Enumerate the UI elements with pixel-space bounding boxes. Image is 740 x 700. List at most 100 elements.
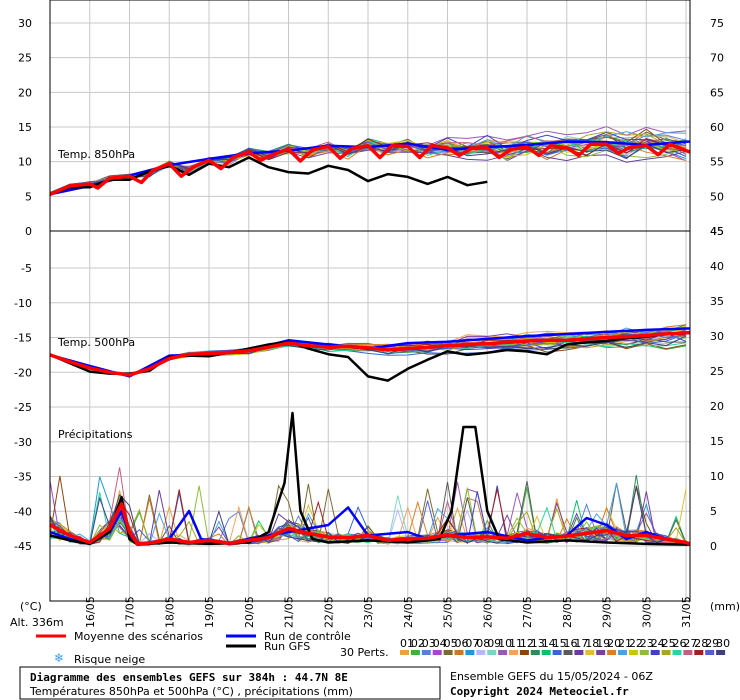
x-tick-label: 25/05	[442, 596, 455, 628]
y-tick-left: 25	[18, 52, 32, 65]
x-tick-label: 17/05	[124, 596, 137, 628]
pert-number: 06	[455, 637, 469, 650]
y-tick-right: 35	[710, 295, 724, 308]
pert-swatch	[443, 650, 453, 655]
gfs-line	[49, 156, 488, 196]
y-tick-left: 5	[25, 190, 32, 203]
legend-label-control: Run de contrôle	[264, 630, 351, 643]
x-tick-label: 24/05	[402, 596, 415, 628]
pert-swatch	[683, 650, 693, 655]
pert-swatch	[574, 650, 584, 655]
pert-swatch	[519, 650, 529, 655]
pert-swatch	[410, 650, 420, 655]
y-tick-right: 25	[710, 365, 724, 378]
pert-swatch	[530, 650, 540, 655]
pert-swatch	[421, 650, 431, 655]
control-line	[49, 327, 690, 378]
panel-frames	[49, 0, 691, 602]
pert-swatch	[705, 650, 715, 655]
snowflake-icon: ❄	[54, 651, 64, 665]
pert-number: 30	[716, 637, 730, 650]
y-tick-left: -40	[14, 505, 32, 518]
x-tick-label: 23/05	[362, 596, 375, 628]
y-tick-right: 40	[710, 260, 724, 273]
pert-number: 29	[705, 637, 719, 650]
y-tick-right: 65	[710, 86, 724, 99]
pert-number: 17	[574, 637, 588, 650]
y-tick-right: 70	[710, 52, 724, 65]
pert-number: 14	[542, 637, 556, 650]
y-tick-right: 15	[710, 435, 724, 448]
pert-swatch	[661, 650, 671, 655]
pert-swatch	[465, 650, 475, 655]
pert-number: 02	[411, 637, 425, 650]
pert-number: 03	[422, 637, 436, 650]
y-tick-right: 75	[710, 17, 724, 30]
x-tick-label: 26/05	[481, 596, 494, 628]
pert-number: 16	[564, 637, 578, 650]
x-tick-label: 29/05	[601, 596, 614, 628]
x-tick-label: 20/05	[243, 596, 256, 628]
perts-label: 30 Perts.	[340, 646, 389, 659]
x-tick-label: 22/05	[322, 596, 335, 628]
main-series-lines	[49, 140, 691, 546]
y-tick-right: 5	[710, 505, 717, 518]
x-tick-label: 18/05	[163, 596, 176, 628]
y-tick-left: -20	[14, 366, 32, 379]
pert-number: 21	[618, 637, 632, 650]
pert-swatch	[618, 650, 627, 655]
legend-label-mean: Moyenne des scénarios	[74, 630, 203, 643]
pert-swatch	[476, 650, 486, 655]
y-tick-right: 50	[710, 190, 724, 203]
y-tick-left: 0	[25, 225, 32, 238]
panel-label-850: Temp. 850hPa	[57, 148, 135, 161]
legend-label-gfs: Run GFS	[264, 640, 310, 653]
pert-number: 08	[476, 637, 490, 650]
pert-swatch	[400, 650, 409, 655]
pert-swatch	[694, 650, 704, 655]
pert-number: 10	[498, 637, 512, 650]
x-tick-label: 27/05	[521, 596, 534, 628]
pert-swatch	[432, 650, 442, 655]
pert-number: 18	[585, 637, 599, 650]
y-tick-right: 0	[710, 540, 717, 553]
y-tick-right: 45	[710, 225, 724, 238]
y-tick-left: -45	[14, 540, 32, 553]
pert-swatch	[639, 650, 649, 655]
pert-number: 01	[400, 637, 414, 650]
pert-swatch	[672, 650, 682, 655]
copyright: Copyright 2024 Meteociel.fr	[450, 685, 629, 698]
mean-line	[49, 330, 690, 377]
pert-number: 28	[694, 637, 708, 650]
x-tick-label: 28/05	[561, 596, 574, 628]
pert-number: 22	[629, 637, 643, 650]
y-tick-left: 30	[18, 17, 32, 30]
x-tick-label: 21/05	[283, 596, 296, 628]
panel-frame-500	[49, 230, 691, 602]
pert-swatch	[585, 650, 595, 655]
title-box	[19, 666, 441, 700]
y-tick-right: 45	[710, 225, 724, 238]
pert-swatch	[487, 650, 497, 655]
pert-swatch	[596, 650, 606, 655]
x-tick-label: 19/05	[203, 596, 216, 628]
y-tick-right: 20	[710, 400, 724, 413]
panel-label-500: Temp. 500hPa	[57, 336, 135, 349]
pert-swatch	[541, 650, 551, 655]
pert-swatch	[454, 650, 464, 655]
pert-number: 24	[651, 637, 665, 650]
pert-swatch	[628, 650, 638, 655]
mean-line	[49, 502, 691, 546]
pert-number: 25	[662, 637, 676, 650]
pert-number: 11	[509, 637, 523, 650]
pert-swatch	[716, 650, 726, 655]
left-unit-label: (°C)	[20, 600, 42, 613]
y-tick-left: 15	[18, 121, 32, 134]
altitude-label: Alt. 336m	[10, 616, 64, 629]
y-tick-left: -5	[21, 262, 32, 275]
legend-label-snow: Risque neige	[74, 653, 145, 666]
panel-label-precip: Précipitations	[58, 428, 133, 441]
pert-swatch	[509, 650, 518, 655]
pert-number: 26	[673, 637, 687, 650]
